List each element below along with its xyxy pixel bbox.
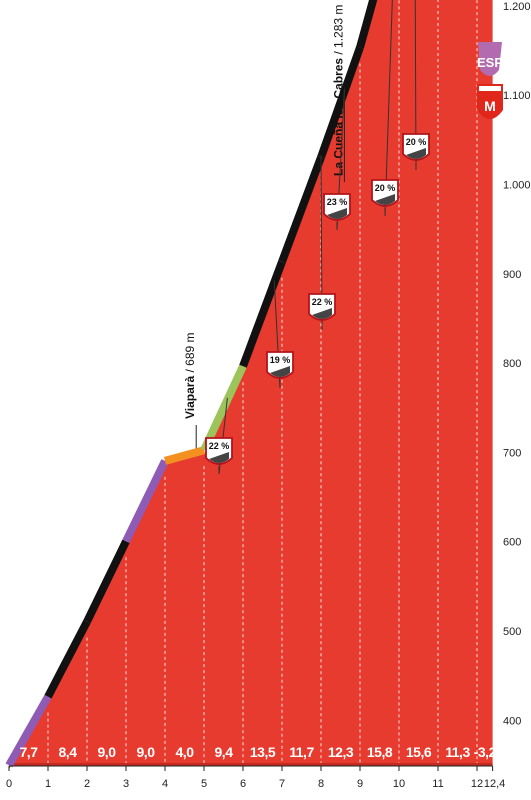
x-tick-label: 5: [201, 778, 207, 790]
peak-label: La Cueña les Cabres / 1.283 m: [331, 5, 345, 176]
x-tick-label: 8: [318, 778, 324, 790]
badge-leader-line: [273, 280, 281, 389]
badge-slope-icon: [270, 366, 290, 377]
y-tick-label: 500: [503, 626, 521, 638]
road-segment: [356, 0, 378, 49]
badge-label: 20 %: [406, 137, 427, 147]
profile-fill: [9, 0, 493, 770]
road-segment: [239, 260, 286, 368]
badge-slope-icon: [327, 208, 347, 219]
y-tick-label: 800: [503, 358, 521, 370]
badge-label: 20 %: [375, 183, 396, 193]
x-tick-label: 12: [471, 778, 483, 790]
km-gradient-label: 13,5: [250, 744, 276, 760]
peak-elevation: / 689 m: [183, 332, 197, 372]
badge-slope-icon: [312, 308, 332, 319]
category-shield-icon: [478, 42, 502, 76]
badge-slope-icon: [375, 194, 395, 205]
road-segment: [163, 446, 206, 465]
km-gradient-label: 15,6: [406, 744, 432, 760]
peak-elevation: / 1.283 m: [331, 5, 345, 55]
badge-slope-icon: [406, 148, 426, 159]
y-tick-label: 1.200: [503, 1, 531, 13]
km-gradient-label: 9,4: [215, 744, 234, 760]
badge-leader-line: [320, 155, 323, 331]
x-tick-label: 3: [123, 778, 129, 790]
profile-baseline: [9, 763, 493, 766]
category-label: ESP: [477, 55, 503, 70]
km-gradient-label: 7,7: [20, 744, 39, 760]
km-gradient-label: 9,0: [98, 744, 117, 760]
badge-label: 22 %: [312, 297, 333, 307]
x-tick-label: 11: [432, 778, 443, 790]
badge-slope-icon: [209, 452, 229, 463]
max-gradient-badge: 23 %: [323, 89, 351, 231]
road-segments: [5, 0, 378, 768]
badge-label: 19 %: [270, 355, 291, 365]
badge-label: 22 %: [209, 441, 230, 451]
x-tick-label: 1: [45, 778, 51, 790]
max-gradient-badges: 22 % 19 % 22 % 23 % 20 % 20 %: [205, 0, 430, 475]
road-segment: [122, 459, 169, 544]
summit-label: M: [484, 98, 496, 114]
km-gradient-label: 15,8: [367, 744, 393, 760]
x-axis: 0 1 2 3 4 5 6 7 8 9 10 11 12 12,4: [6, 765, 505, 790]
badge-leader-line: [218, 397, 228, 475]
y-tick-label: 700: [503, 447, 521, 459]
max-gradient-badge: 22 %: [205, 397, 233, 475]
y-tick-label: 1.000: [503, 180, 531, 192]
finish-icons: ESP M: [477, 42, 503, 119]
road-segment: [44, 619, 91, 699]
badge-label: 23 %: [327, 197, 348, 207]
max-gradient-badge: 20 %: [402, 0, 430, 171]
max-gradient-badge: 20 %: [371, 0, 399, 217]
x-tick-label: 7: [279, 778, 285, 790]
road-segment: [83, 539, 130, 624]
x-tick-label: 4: [162, 778, 168, 790]
road-segment: [5, 694, 52, 768]
peak-label: Viaparà / 689 m: [183, 332, 197, 419]
km-gradient-label: 9,0: [137, 744, 156, 760]
max-gradient-badge: 22 %: [308, 155, 336, 331]
peak-name: Viaparà: [183, 373, 197, 419]
x-tick-label: 10: [393, 778, 405, 790]
x-tick-label: 9: [357, 778, 363, 790]
km-gradient-label: 11,7: [289, 744, 314, 760]
km-gradient-label: 11,3: [445, 744, 470, 760]
km-gradient-label: 12,3: [328, 744, 354, 760]
badge-leader-line: [384, 0, 393, 217]
summit-shield-icon: [477, 84, 503, 119]
km-gradient-label: 8,4: [59, 744, 78, 760]
badge-leader-line: [336, 89, 345, 231]
km-gradient-label: -3,2: [474, 744, 497, 760]
road-segment: [278, 155, 325, 264]
km-gradient-labels: 7,7 8,4 9,0 9,0 4,0 9,4 13,5 11,7 12,3 15,8 15,6 11…: [20, 744, 498, 760]
x-tick-label: 0: [6, 778, 12, 790]
x-tick-label-end: 12,4: [484, 778, 505, 790]
y-axis: 3004005006007008009001.0001.1001.2001.30…: [503, 1, 531, 727]
x-tick-label: 2: [84, 778, 90, 790]
y-tick-label: 900: [503, 269, 521, 281]
badge-leader-line: [414, 0, 417, 171]
y-tick-label: 400: [503, 715, 521, 727]
y-tick-label: 1.100: [503, 90, 531, 102]
x-tick-label: 6: [240, 778, 246, 790]
road-segment: [317, 46, 364, 159]
y-tick-label: 600: [503, 537, 521, 549]
road-segment: [200, 364, 247, 452]
summit-m-icon: M: [477, 84, 503, 119]
category-esp-icon: ESP: [477, 42, 503, 76]
profile-area: [9, 0, 493, 770]
summit-checker-icon: [479, 86, 501, 91]
km-gradient-label: 4,0: [176, 744, 195, 760]
max-gradient-badge: 19 %: [266, 280, 294, 389]
